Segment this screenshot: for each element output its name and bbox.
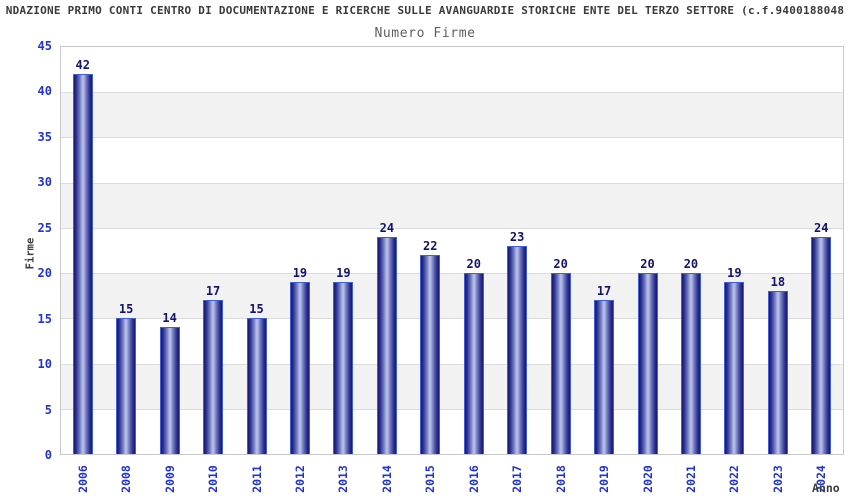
grid-band [61, 227, 843, 274]
y-tick-label: 0 [44, 448, 52, 462]
x-tick-label: 2009 [162, 465, 177, 493]
grid-band [61, 92, 843, 138]
bar-value-label: 15 [118, 302, 134, 316]
y-tick-label: 5 [44, 402, 52, 417]
gridline [61, 92, 843, 94]
bar [724, 282, 745, 454]
bar [767, 291, 788, 454]
bar-value-label: 20 [553, 257, 568, 271]
grid-band [61, 318, 843, 364]
bar-value-label: 24 [814, 221, 829, 235]
grid-band [61, 182, 843, 228]
bar [811, 237, 832, 454]
bar [463, 273, 484, 454]
gridline [61, 318, 843, 320]
bar-value-label: 22 [423, 239, 438, 253]
x-tick-label: 2016 [466, 465, 481, 493]
x-tick-label: 2008 [119, 465, 134, 493]
y-tick-label: 25 [37, 220, 52, 235]
gridline [61, 227, 843, 229]
bar-value-label: 24 [379, 221, 395, 235]
bar-value-label: 19 [336, 266, 351, 280]
y-tick-label: 15 [37, 311, 52, 326]
plot-area: 42 15 14 17 15 19 19 24 22 20 23 20 17 20 20 19 18 24 [60, 46, 844, 455]
bar-value-label: 18 [770, 275, 786, 289]
x-tick-label: 2010 [206, 465, 221, 493]
grid-band [61, 408, 843, 454]
x-tick-label: 2012 [292, 465, 307, 493]
bar-value-label: 42 [75, 58, 90, 72]
bar [680, 273, 701, 454]
x-tick-label: 2019 [597, 465, 612, 493]
bar-value-label: 23 [509, 230, 525, 244]
bar [203, 300, 224, 454]
bar [637, 273, 658, 454]
grid-band [61, 273, 843, 319]
bar-value-label: 15 [249, 302, 264, 316]
gridline [61, 363, 843, 365]
x-tick-label: 2022 [727, 465, 742, 493]
x-tick-label: 2020 [640, 465, 655, 493]
bar-value-label: 20 [640, 257, 655, 271]
bar [116, 318, 137, 454]
gridline [61, 182, 843, 184]
bar-value-label: 19 [727, 266, 742, 280]
bar [333, 282, 354, 454]
bar [289, 282, 310, 454]
bar-value-label: 20 [683, 257, 699, 271]
bar [246, 318, 267, 454]
x-tick-label: 2011 [249, 465, 264, 493]
gridline [61, 408, 843, 410]
x-tick-label: 2006 [75, 465, 90, 493]
grid-band [61, 137, 843, 183]
x-tick-label: 2018 [553, 465, 568, 493]
y-tick-label: 35 [37, 129, 52, 144]
x-tick-label: 2021 [683, 465, 698, 493]
bar-value-label: 14 [162, 311, 177, 325]
bar [159, 327, 180, 454]
bar [420, 255, 441, 454]
x-tick-label: 2015 [423, 465, 438, 493]
gridline [61, 273, 843, 275]
bar [507, 246, 528, 454]
grid-band [61, 47, 843, 93]
y-tick-label: 10 [37, 357, 52, 372]
x-axis-title: Anno [812, 481, 840, 495]
y-axis-title: Firme [24, 237, 37, 270]
x-tick-label: 2023 [770, 465, 785, 493]
bar [550, 273, 571, 454]
bar-value-label: 20 [466, 257, 481, 271]
y-tick-label: 30 [37, 175, 52, 190]
bar [594, 300, 615, 454]
chart-title: NDAZIONE PRIMO CONTI CENTRO DI DOCUMENTA… [5, 4, 845, 17]
y-tick-label: 40 [37, 84, 52, 99]
chart-subtitle: Numero Firme [374, 26, 476, 41]
bar-value-label: 17 [596, 284, 612, 298]
y-tick-label: 45 [37, 39, 52, 53]
x-tick-label: 2017 [510, 465, 525, 493]
y-tick-label: 20 [37, 266, 52, 281]
bar-value-label: 17 [205, 284, 221, 298]
bar [72, 74, 93, 454]
bar-value-label: 19 [292, 266, 308, 280]
bar [376, 237, 397, 454]
grid-band [61, 363, 843, 409]
x-tick-label: 2013 [336, 465, 351, 493]
x-tick-label: 2014 [379, 465, 394, 493]
gridline [61, 137, 843, 139]
